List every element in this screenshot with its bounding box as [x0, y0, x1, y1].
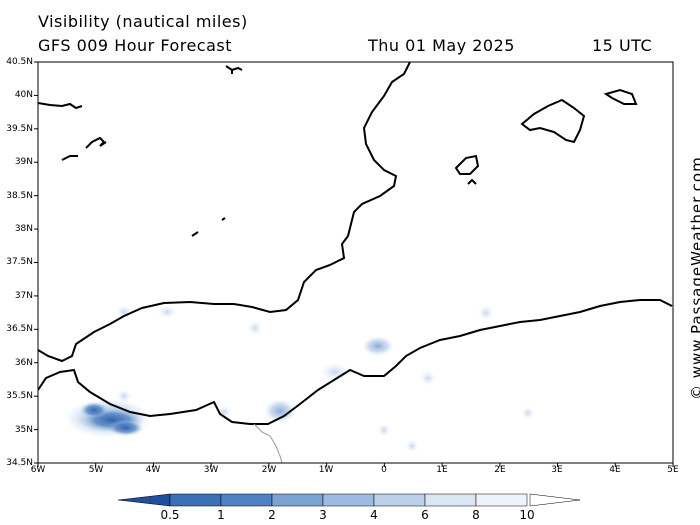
- mallorca-island: [520, 98, 586, 144]
- colorbar-cell: [322, 493, 375, 507]
- lon-label: 6W: [30, 465, 46, 475]
- spain-coastline: [38, 62, 411, 363]
- small-coast-mark: [61, 155, 78, 161]
- lon-label: 5E: [667, 465, 679, 475]
- lat-label: 39N: [14, 157, 33, 167]
- portugal-coastline: [38, 102, 83, 110]
- lat-label: 34.5N: [6, 458, 33, 468]
- lat-label: 35N: [14, 425, 33, 435]
- inland-mark-1: [191, 231, 199, 237]
- colorbar-label: 1: [217, 508, 225, 522]
- lon-label: 3E: [551, 465, 563, 475]
- colorbar-label: 4: [370, 508, 378, 522]
- colorbar-label: 3: [319, 508, 327, 522]
- colorbar-label: 2: [268, 508, 276, 522]
- lat-label: 38.5N: [6, 191, 33, 201]
- lat-label: 40.5N: [6, 57, 33, 67]
- lon-label: 5W: [88, 465, 104, 475]
- inland-mark-2: [221, 217, 226, 221]
- colorbar-label: 8: [472, 508, 480, 522]
- lon-label: 2W: [261, 465, 277, 475]
- colorbar-cell: [220, 493, 273, 507]
- visibility-shading: [64, 305, 535, 453]
- colorbar-cell: [424, 493, 477, 507]
- guadalquivir-mark: [225, 65, 243, 74]
- lat-label: 36N: [14, 358, 33, 368]
- forecast-model: GFS 009 Hour Forecast: [38, 36, 233, 55]
- lon-label: 1W: [318, 465, 334, 475]
- colorbar-label: 10: [519, 508, 535, 522]
- forecast-time: 15 UTC: [592, 36, 653, 55]
- country-border: [253, 423, 283, 463]
- brand-watermark: © www.PassageWeather.com: [688, 156, 700, 400]
- lat-label: 37.5N: [6, 257, 33, 267]
- colorbar-cell: [475, 493, 528, 507]
- colorbar-cell: [373, 493, 426, 507]
- lon-label: 4W: [145, 465, 161, 475]
- lat-label: 37N: [14, 291, 33, 301]
- lat-label: 39.5N: [6, 124, 33, 134]
- menorca-island: [603, 88, 638, 105]
- forecast-date: Thu 01 May 2025: [368, 36, 515, 55]
- colorbar: [117, 493, 581, 507]
- formentera-island: [467, 178, 477, 185]
- lon-label: 2E: [494, 465, 506, 475]
- colorbar-cell: [169, 493, 222, 507]
- lat-label: 35.5N: [6, 391, 33, 401]
- colorbar-label: 6: [421, 508, 429, 522]
- lon-label: 1E: [436, 465, 448, 475]
- ibiza-island: [454, 154, 480, 175]
- cadiz-coastline: [85, 136, 107, 149]
- latitude-ticks: [34, 61, 38, 464]
- map-title: Visibility (nautical miles): [38, 12, 248, 31]
- lat-label: 40N: [14, 90, 33, 100]
- lat-label: 38N: [14, 224, 33, 234]
- lon-label: 4E: [609, 465, 621, 475]
- lat-label: 36.5N: [6, 324, 33, 334]
- africa-coastline: [38, 299, 673, 425]
- lon-label: 3W: [203, 465, 219, 475]
- longitude-ticks: [37, 463, 674, 467]
- colorbar-label: 0.5: [160, 508, 180, 522]
- lon-label: 0: [381, 465, 387, 475]
- colorbar-cell: [271, 493, 324, 507]
